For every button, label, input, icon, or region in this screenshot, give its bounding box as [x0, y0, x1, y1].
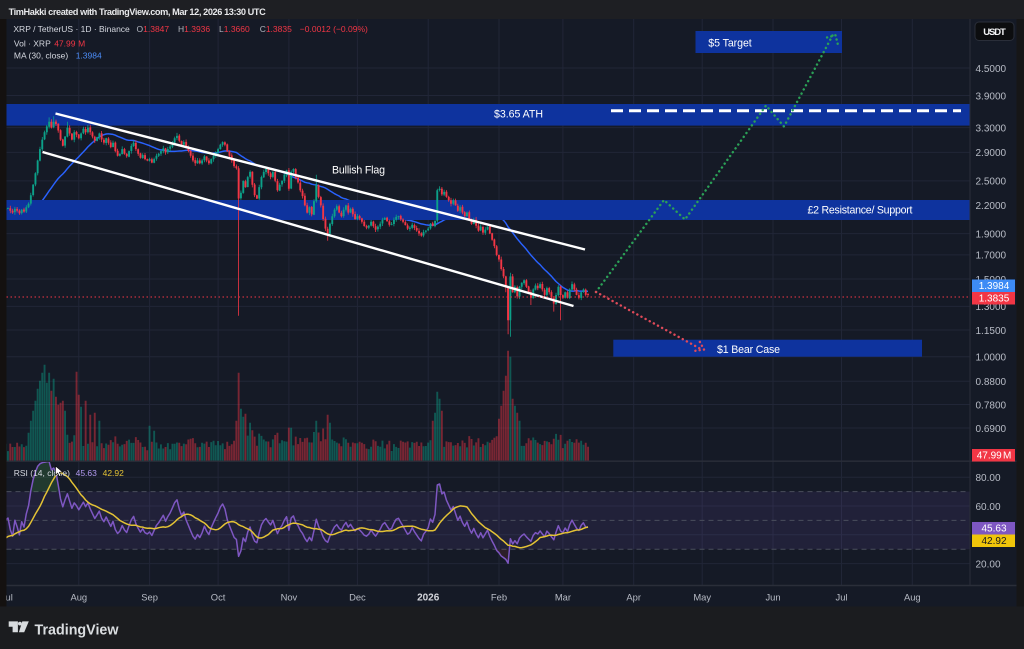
svg-text:45.63: 45.63 [981, 524, 1006, 535]
svg-text:$1 Bear Case: $1 Bear Case [717, 344, 780, 356]
svg-text:20.00: 20.00 [976, 559, 1001, 570]
svg-text:Aug: Aug [904, 592, 921, 603]
svg-text:2.9000: 2.9000 [976, 148, 1007, 159]
svg-text:0.6900: 0.6900 [976, 424, 1007, 435]
svg-text:TradingView: TradingView [35, 623, 120, 639]
svg-text:1.0000: 1.0000 [976, 353, 1007, 364]
svg-text:1.3835: 1.3835 [979, 294, 1010, 305]
svg-text:2026: 2026 [417, 593, 440, 604]
svg-text:42.92: 42.92 [981, 536, 1006, 547]
svg-text:1.3000: 1.3000 [976, 302, 1007, 313]
svg-text:£2 Resistance/ Support: £2 Resistance/ Support [808, 205, 913, 217]
svg-text:TimHakki created with TradingV: TimHakki created with TradingView.com, M… [9, 7, 267, 17]
svg-text:0.8800: 0.8800 [976, 377, 1007, 388]
svg-text:3.3000: 3.3000 [976, 123, 1007, 134]
svg-text:Oct: Oct [211, 592, 226, 603]
svg-text:Sep: Sep [141, 592, 158, 603]
svg-text:Jul: Jul [836, 592, 848, 603]
svg-text:2.2000: 2.2000 [976, 201, 1007, 212]
svg-text:Aug: Aug [70, 592, 87, 603]
svg-text:Nov: Nov [281, 592, 298, 603]
svg-text:47.99M: 47.99M [977, 451, 1012, 462]
svg-text:Jun: Jun [765, 592, 780, 603]
svg-text:1.3984: 1.3984 [979, 281, 1010, 292]
svg-text:0.7800: 0.7800 [976, 400, 1007, 411]
svg-text:3.9000: 3.9000 [976, 91, 1007, 102]
svg-text:80.00: 80.00 [976, 473, 1001, 484]
svg-text:4.5000: 4.5000 [976, 64, 1007, 75]
svg-text:2.5000: 2.5000 [976, 177, 1007, 188]
svg-text:1.9000: 1.9000 [976, 229, 1007, 240]
svg-text:$3.65 ATH: $3.65 ATH [494, 109, 543, 121]
svg-text:Jul: Jul [1, 592, 13, 603]
svg-text:Apr: Apr [626, 592, 641, 603]
svg-text:Mar: Mar [555, 592, 571, 603]
svg-text:Feb: Feb [491, 592, 507, 603]
svg-text:1.1500: 1.1500 [976, 326, 1007, 337]
svg-text:1.7000: 1.7000 [976, 251, 1007, 262]
svg-text:May: May [693, 592, 711, 603]
svg-text:MA (30, close)1.3984: MA (30, close) 1.3984 [14, 51, 102, 61]
svg-text:USDT: USDT [983, 27, 1006, 38]
svg-text:Bullish Flag: Bullish Flag [332, 165, 385, 177]
svg-text:60.00: 60.00 [976, 502, 1001, 513]
svg-text:$5 Target: $5 Target [708, 38, 752, 50]
svg-text:Dec: Dec [349, 592, 366, 603]
